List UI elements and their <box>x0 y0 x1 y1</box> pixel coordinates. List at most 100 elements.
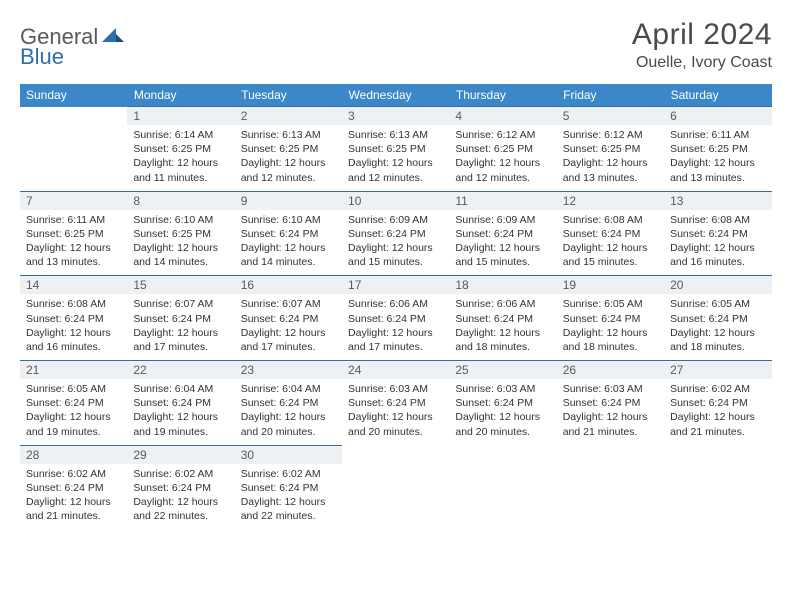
day-number-cell <box>664 445 771 464</box>
day-content-cell: Sunrise: 6:02 AMSunset: 6:24 PMDaylight:… <box>20 464 127 530</box>
day-number-cell: 14 <box>20 276 127 295</box>
day-content-cell: Sunrise: 6:12 AMSunset: 6:25 PMDaylight:… <box>449 125 556 191</box>
logo-icon <box>102 24 124 50</box>
sunset-line: Sunset: 6:24 PM <box>241 481 336 495</box>
day-content-cell: Sunrise: 6:13 AMSunset: 6:25 PMDaylight:… <box>235 125 342 191</box>
day-content-cell: Sunrise: 6:06 AMSunset: 6:24 PMDaylight:… <box>342 294 449 360</box>
sunrise-line: Sunrise: 6:10 AM <box>133 213 228 227</box>
day-number-cell: 6 <box>664 107 771 126</box>
day-content-cell: Sunrise: 6:13 AMSunset: 6:25 PMDaylight:… <box>342 125 449 191</box>
day-content-cell <box>449 464 556 530</box>
location: Ouelle, Ivory Coast <box>632 54 772 72</box>
day-number-row: 123456 <box>20 107 772 126</box>
weekday-header: Wednesday <box>342 84 449 107</box>
daylight-line: Daylight: 12 hours and 16 minutes. <box>670 241 765 269</box>
day-number-cell: 25 <box>449 361 556 380</box>
day-content-cell: Sunrise: 6:09 AMSunset: 6:24 PMDaylight:… <box>342 210 449 276</box>
day-content-cell: Sunrise: 6:04 AMSunset: 6:24 PMDaylight:… <box>235 379 342 445</box>
sunrise-line: Sunrise: 6:02 AM <box>26 467 121 481</box>
sunrise-line: Sunrise: 6:02 AM <box>133 467 228 481</box>
day-content-cell: Sunrise: 6:04 AMSunset: 6:24 PMDaylight:… <box>127 379 234 445</box>
sunset-line: Sunset: 6:24 PM <box>348 312 443 326</box>
day-content-cell: Sunrise: 6:02 AMSunset: 6:24 PMDaylight:… <box>127 464 234 530</box>
title-block: April 2024 Ouelle, Ivory Coast <box>632 18 772 72</box>
day-content-row: Sunrise: 6:11 AMSunset: 6:25 PMDaylight:… <box>20 210 772 276</box>
day-number-cell: 27 <box>664 361 771 380</box>
sunset-line: Sunset: 6:24 PM <box>670 312 765 326</box>
sunrise-line: Sunrise: 6:03 AM <box>348 382 443 396</box>
sunset-line: Sunset: 6:25 PM <box>133 142 228 156</box>
daylight-line: Daylight: 12 hours and 18 minutes. <box>670 326 765 354</box>
day-number-cell: 8 <box>127 191 234 210</box>
sunrise-line: Sunrise: 6:08 AM <box>563 213 658 227</box>
sunrise-line: Sunrise: 6:03 AM <box>563 382 658 396</box>
day-number-cell: 22 <box>127 361 234 380</box>
day-number-row: 78910111213 <box>20 191 772 210</box>
sunset-line: Sunset: 6:25 PM <box>563 142 658 156</box>
sunset-line: Sunset: 6:24 PM <box>563 312 658 326</box>
day-content-cell: Sunrise: 6:02 AMSunset: 6:24 PMDaylight:… <box>664 379 771 445</box>
sunrise-line: Sunrise: 6:11 AM <box>26 213 121 227</box>
day-number-cell: 26 <box>557 361 664 380</box>
sunset-line: Sunset: 6:24 PM <box>670 396 765 410</box>
day-content-cell: Sunrise: 6:05 AMSunset: 6:24 PMDaylight:… <box>664 294 771 360</box>
day-number-cell: 28 <box>20 445 127 464</box>
day-content-cell: Sunrise: 6:09 AMSunset: 6:24 PMDaylight:… <box>449 210 556 276</box>
sunset-line: Sunset: 6:24 PM <box>455 396 550 410</box>
sunrise-line: Sunrise: 6:07 AM <box>241 297 336 311</box>
sunset-line: Sunset: 6:24 PM <box>348 396 443 410</box>
daylight-line: Daylight: 12 hours and 13 minutes. <box>563 156 658 184</box>
sunset-line: Sunset: 6:24 PM <box>563 396 658 410</box>
daylight-line: Daylight: 12 hours and 19 minutes. <box>26 410 121 438</box>
sunrise-line: Sunrise: 6:08 AM <box>26 297 121 311</box>
sunrise-line: Sunrise: 6:02 AM <box>241 467 336 481</box>
sunrise-line: Sunrise: 6:04 AM <box>241 382 336 396</box>
weekday-header-row: Sunday Monday Tuesday Wednesday Thursday… <box>20 84 772 107</box>
sunrise-line: Sunrise: 6:07 AM <box>133 297 228 311</box>
day-content-row: Sunrise: 6:14 AMSunset: 6:25 PMDaylight:… <box>20 125 772 191</box>
sunrise-line: Sunrise: 6:03 AM <box>455 382 550 396</box>
daylight-line: Daylight: 12 hours and 13 minutes. <box>26 241 121 269</box>
daylight-line: Daylight: 12 hours and 14 minutes. <box>133 241 228 269</box>
day-number-cell: 29 <box>127 445 234 464</box>
daylight-line: Daylight: 12 hours and 16 minutes. <box>26 326 121 354</box>
day-number-cell: 23 <box>235 361 342 380</box>
day-number-cell <box>449 445 556 464</box>
sunset-line: Sunset: 6:24 PM <box>133 312 228 326</box>
daylight-line: Daylight: 12 hours and 17 minutes. <box>133 326 228 354</box>
weekday-header: Friday <box>557 84 664 107</box>
day-number-cell: 4 <box>449 107 556 126</box>
day-number-cell: 18 <box>449 276 556 295</box>
daylight-line: Daylight: 12 hours and 12 minutes. <box>241 156 336 184</box>
daylight-line: Daylight: 12 hours and 22 minutes. <box>241 495 336 523</box>
daylight-line: Daylight: 12 hours and 21 minutes. <box>670 410 765 438</box>
day-number-cell: 24 <box>342 361 449 380</box>
day-content-cell <box>342 464 449 530</box>
sunset-line: Sunset: 6:24 PM <box>241 312 336 326</box>
sunrise-line: Sunrise: 6:10 AM <box>241 213 336 227</box>
day-number-cell: 3 <box>342 107 449 126</box>
daylight-line: Daylight: 12 hours and 18 minutes. <box>563 326 658 354</box>
sunset-line: Sunset: 6:25 PM <box>455 142 550 156</box>
day-content-cell: Sunrise: 6:05 AMSunset: 6:24 PMDaylight:… <box>557 294 664 360</box>
daylight-line: Daylight: 12 hours and 14 minutes. <box>241 241 336 269</box>
sunset-line: Sunset: 6:25 PM <box>241 142 336 156</box>
sunrise-line: Sunrise: 6:08 AM <box>670 213 765 227</box>
calendar-table: Sunday Monday Tuesday Wednesday Thursday… <box>20 84 772 530</box>
day-content-cell <box>557 464 664 530</box>
day-content-cell: Sunrise: 6:05 AMSunset: 6:24 PMDaylight:… <box>20 379 127 445</box>
daylight-line: Daylight: 12 hours and 20 minutes. <box>241 410 336 438</box>
daylight-line: Daylight: 12 hours and 12 minutes. <box>455 156 550 184</box>
day-content-cell: Sunrise: 6:02 AMSunset: 6:24 PMDaylight:… <box>235 464 342 530</box>
day-number-cell: 17 <box>342 276 449 295</box>
day-content-cell: Sunrise: 6:14 AMSunset: 6:25 PMDaylight:… <box>127 125 234 191</box>
daylight-line: Daylight: 12 hours and 11 minutes. <box>133 156 228 184</box>
sunset-line: Sunset: 6:25 PM <box>26 227 121 241</box>
day-number-cell: 10 <box>342 191 449 210</box>
daylight-line: Daylight: 12 hours and 20 minutes. <box>455 410 550 438</box>
sunrise-line: Sunrise: 6:13 AM <box>241 128 336 142</box>
sunset-line: Sunset: 6:24 PM <box>670 227 765 241</box>
sunrise-line: Sunrise: 6:05 AM <box>26 382 121 396</box>
day-number-cell: 9 <box>235 191 342 210</box>
day-content-row: Sunrise: 6:02 AMSunset: 6:24 PMDaylight:… <box>20 464 772 530</box>
